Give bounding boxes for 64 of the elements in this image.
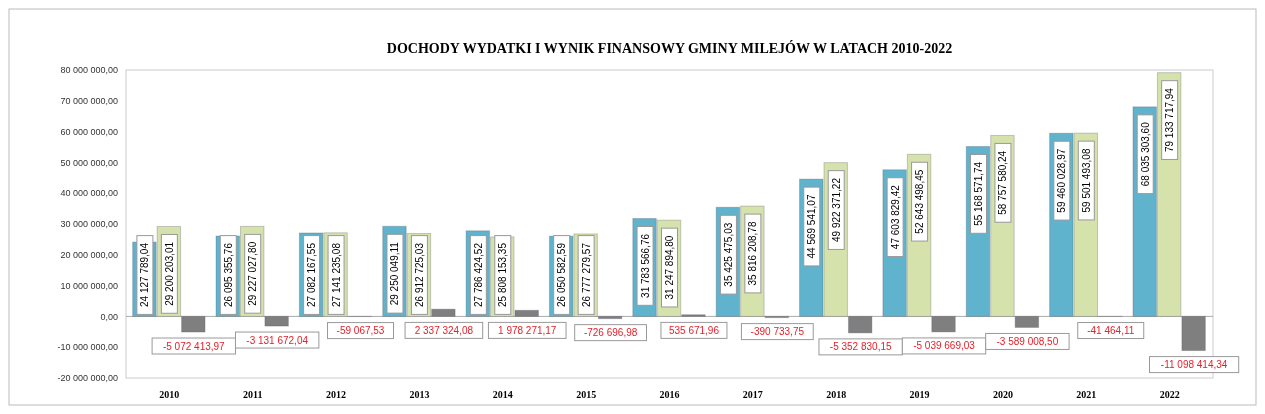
data-label: 35 816 208,78 [747, 221, 759, 286]
x-tick-label: 2014 [492, 389, 513, 400]
y-tick-label: 30 000 000,00 [60, 219, 118, 230]
y-tick-label: 80 000 000,00 [60, 65, 118, 76]
x-tick-label: 2012 [326, 389, 347, 400]
x-tick-label: 2017 [742, 389, 763, 400]
data-label: 59 460 028,97 [1056, 148, 1068, 213]
data-label: 47 603 829,42 [889, 184, 901, 250]
data-label: 535 671,96 [668, 324, 720, 336]
data-label: -726 696,98 [583, 327, 638, 339]
data-label: -59 067,53 [336, 325, 385, 337]
data-label: 26 912 725,03 [413, 242, 425, 307]
y-tick-label: 20 000 000,00 [60, 249, 118, 260]
data-label: 29 200 203,01 [163, 241, 175, 306]
x-tick-label: 2022 [1159, 389, 1180, 400]
x-tick-label: 2015 [576, 389, 597, 400]
data-label: 27 141 235,08 [330, 242, 342, 307]
y-tick-label: 0,00 [100, 311, 118, 322]
y-tick-label: 50 000 000,00 [60, 157, 118, 168]
data-label: 68 035 303,60 [1139, 121, 1151, 187]
data-label: 55 168 571,74 [972, 161, 984, 226]
x-tick-label: 2021 [1076, 389, 1097, 400]
data-label: 26 095 355,76 [222, 242, 234, 307]
y-tick-label: 70 000 000,00 [60, 95, 118, 106]
data-label: 2 337 324,08 [414, 324, 474, 336]
x-tick-label: 2016 [659, 389, 680, 400]
data-label: 49 922 371,22 [830, 177, 842, 243]
data-label: 27 786 424,52 [472, 242, 484, 307]
data-label: 29 250 049,11 [389, 241, 401, 306]
data-label: -41 464,11 [1087, 325, 1135, 337]
data-label: 24 127 789,04 [139, 242, 151, 307]
x-tick-label: 2018 [826, 389, 847, 400]
y-tick-label: 60 000 000,00 [60, 126, 118, 137]
data-label: 1 978 271,17 [498, 324, 557, 336]
data-label: 31 783 566,76 [639, 233, 651, 298]
data-label: -5 352 830,15 [829, 341, 892, 353]
x-tick-label: 2010 [159, 389, 180, 400]
x-tick-label: 2011 [242, 389, 263, 400]
x-tick-label: 2019 [909, 389, 930, 400]
data-label: -3 589 008,50 [996, 335, 1059, 347]
data-label: 59 501 493,08 [1080, 148, 1092, 213]
x-tick-label: 2020 [992, 389, 1013, 400]
y-tick-label: 40 000 000,00 [60, 188, 118, 199]
data-label: 29 227 027,80 [247, 241, 259, 306]
data-label: 58 757 580,24 [997, 150, 1009, 215]
data-label: 26 777 279,57 [580, 242, 592, 307]
data-label: -11 098 414,34 [1160, 359, 1228, 371]
data-label: -5 039 669,03 [913, 340, 976, 352]
data-label: -3 131 672,04 [246, 334, 309, 346]
y-tick-label: 10 000 000,00 [60, 280, 118, 291]
data-label: 25 808 153,35 [497, 242, 509, 307]
data-label: 35 425 475,03 [722, 222, 734, 287]
data-label: 31 247 894,80 [664, 235, 675, 300]
data-label: 26 050 582,59 [556, 242, 568, 307]
data-label: 44 569 541,07 [806, 194, 818, 259]
chart-title: DOCHODY WYDATKI I WYNIK FINANSOWY GMINY MILEJÓW W LATACH 2010-2022 [386, 40, 953, 56]
data-label: 52 643 498,45 [914, 169, 926, 234]
data-label: -5 072 413,97 [162, 340, 226, 352]
y-tick-label: -20 000 000,00 [57, 373, 118, 384]
x-tick-label: 2013 [409, 389, 430, 400]
data-label: -390 733,75 [750, 326, 805, 338]
y-tick-label: -10 000 000,00 [57, 342, 118, 353]
data-label: 27 082 167,55 [306, 242, 318, 307]
data-label: 79 133 717,94 [1164, 87, 1176, 153]
